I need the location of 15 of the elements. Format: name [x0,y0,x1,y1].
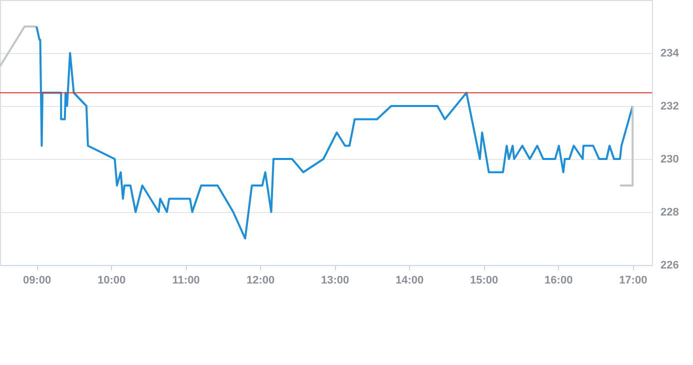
x-tick-label: 17:00 [619,274,648,286]
y-tick-label: 228 [660,206,679,218]
y-tick-label: 230 [660,154,679,166]
x-tick-label: 15:00 [470,274,498,286]
x-tick-label: 10:00 [97,274,126,286]
x-tick-label: 14:00 [396,274,424,286]
x-tick-label: 12:00 [246,274,275,286]
line-series [36,26,634,240]
x-tick-label: 16:00 [544,274,573,286]
x-tick-label: 13:00 [321,274,350,286]
y-tick-label: 232 [660,100,679,112]
y-tick-label: 226 [660,260,679,272]
y-tick-label: 234 [660,48,680,60]
x-tick-label: 09:00 [22,274,52,286]
x-tick-label: 11:00 [172,274,200,286]
